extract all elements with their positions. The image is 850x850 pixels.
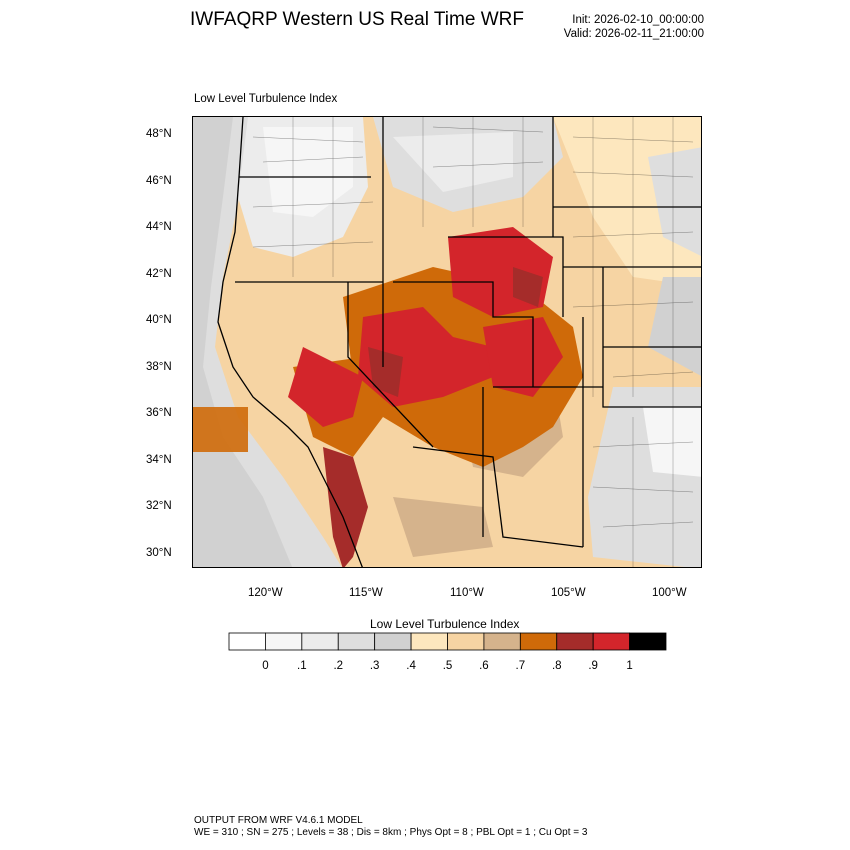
ca-nv-border (347, 282, 434, 448)
colorbar-swatch (337, 632, 376, 651)
lat-tick-label: 30°N (146, 547, 172, 559)
mexico-border (412, 446, 584, 548)
pacific-coastline (217, 117, 363, 567)
colorbar-swatch (483, 632, 521, 651)
nevada-dark-field (368, 347, 403, 397)
pnw-field (263, 127, 353, 217)
valid-time: Valid: 2026-02-11_21:00:00 (563, 28, 704, 40)
colorbar-label: .3 (369, 660, 380, 672)
boundaries (217, 117, 701, 567)
county-lines (252, 117, 694, 567)
lat-tick-label: 32°N (146, 500, 172, 512)
lon-tick-label: 105°W (551, 587, 586, 599)
pacific-field (193, 117, 293, 567)
kansas-field (648, 277, 701, 376)
colorbar-swatch (519, 632, 558, 651)
lon-tick-label: 120°W (248, 587, 283, 599)
utah-border (393, 281, 534, 387)
colorbar-swatch (556, 632, 594, 651)
colorbar-label: 1 (626, 660, 633, 672)
colorbar-label: .2 (333, 660, 344, 672)
colorbar-swatch (374, 632, 412, 651)
colorbar-label: .4 (406, 660, 416, 672)
time-info: Init: 2026-02-10_00:00:00 Valid: 2026-02… (564, 13, 704, 41)
colorbar-label: .1 (297, 660, 307, 672)
colorbar-label: 0 (262, 660, 269, 672)
sonora-mid-field (393, 497, 493, 557)
colorbar-label: .8 (551, 660, 562, 672)
lat-tick-label: 42°N (146, 268, 172, 280)
lon-tick-label: 115°W (349, 587, 383, 599)
lon-tick-label: 110°W (450, 587, 484, 599)
colorbar (228, 632, 667, 651)
lat-tick-label: 36°N (146, 407, 172, 419)
colorbar-swatch (410, 632, 448, 651)
plains-low-field (648, 147, 701, 256)
footer-line-2: WE = 310 ; SN = 275 ; Levels = 38 ; Dis … (194, 827, 588, 838)
colorbar-swatch (265, 632, 303, 651)
lon-tick-label: 100°W (652, 587, 687, 599)
colorbar-label: .9 (588, 660, 598, 672)
colorbar-swatch (228, 632, 266, 651)
offshore-high-field (193, 407, 248, 452)
footer-line-1: OUTPUT FROM WRF V4.6.1 MODEL (194, 815, 363, 826)
texas-low-field (643, 407, 701, 477)
page-title: IWFAQRP Western US Real Time WRF (190, 9, 524, 30)
colorbar-label: .5 (442, 660, 453, 672)
wyoming-dark-field (513, 267, 543, 307)
wyoming-border (448, 236, 564, 317)
lat-tick-label: 40°N (146, 314, 172, 326)
colorbar-swatch (447, 632, 485, 651)
lat-tick-label: 44°N (146, 221, 172, 233)
lat-tick-label: 46°N (146, 175, 172, 187)
colorbar-title: Low Level Turbulence Index (370, 617, 520, 631)
colorbar-label: .6 (479, 660, 489, 672)
lat-tick-label: 48°N (146, 128, 172, 140)
turbulence-map (192, 116, 702, 568)
colorbar-swatch (592, 632, 630, 651)
map-canvas (193, 117, 701, 567)
model-footer: OUTPUT FROM WRF V4.6.1 MODEL WE = 310 ; … (194, 815, 587, 839)
sierra-high-field (288, 347, 363, 427)
colorbar-label: .7 (515, 660, 526, 672)
lat-tick-label: 34°N (146, 454, 172, 466)
colorbar-swatch (629, 632, 667, 651)
baja-high-field (323, 447, 368, 567)
colorbar-swatch (301, 632, 339, 651)
lat-tick-label: 38°N (146, 361, 172, 373)
map-field-label: Low Level Turbulence Index (194, 93, 338, 105)
colorado-high-field (483, 317, 563, 397)
plains-east-border (602, 267, 701, 408)
colorbar-labels: 0 .1 .2 .3 .4 .5 .6 .7 .8 .9 1 (228, 660, 668, 680)
init-time: Init: 2026-02-10_00:00:00 (572, 14, 704, 26)
